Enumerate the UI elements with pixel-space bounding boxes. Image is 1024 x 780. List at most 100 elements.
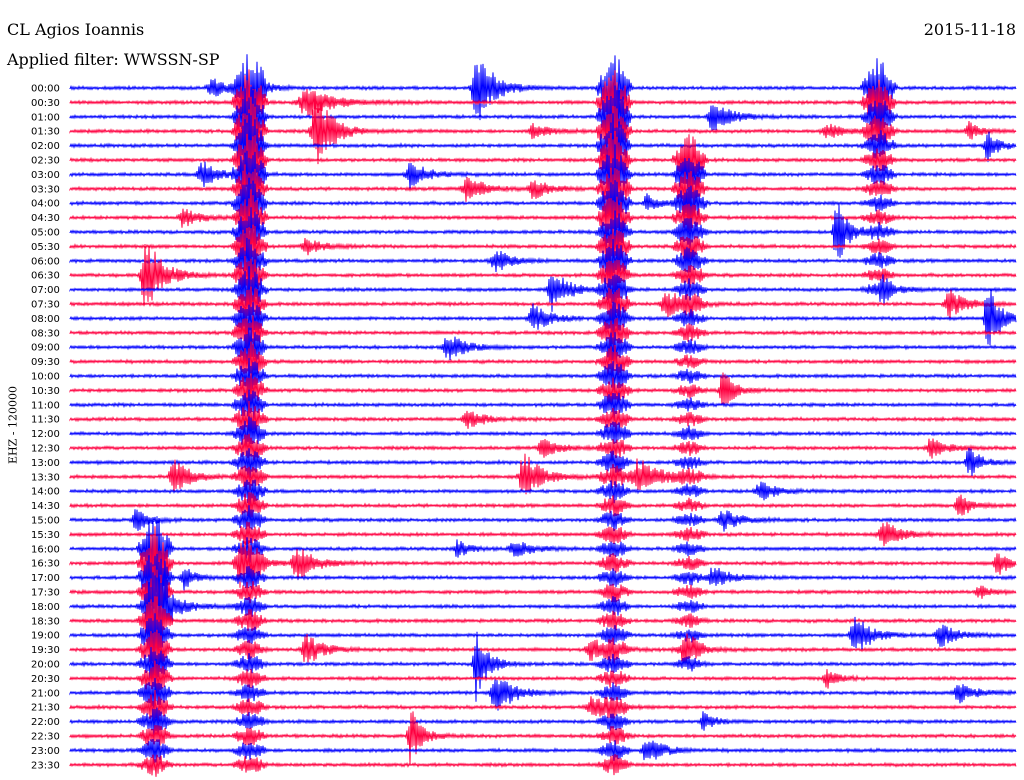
trace-row-0400 — [69, 177, 1017, 230]
trace-row-1300 — [69, 447, 1017, 479]
trace-row-0100 — [69, 85, 1017, 154]
row-label: 21:00 — [31, 688, 60, 699]
row-label: 20:30 — [31, 674, 60, 685]
station-title: CL Agios Ioannis — [7, 20, 145, 39]
trace-row-2330 — [69, 754, 1017, 777]
row-label: 04:30 — [31, 213, 60, 224]
row-label: 20:00 — [31, 660, 60, 671]
trace-row-0530 — [69, 224, 1017, 269]
trace-row-0700 — [69, 266, 1017, 312]
trace-row-0600 — [69, 237, 1017, 286]
row-label: 15:00 — [31, 516, 60, 527]
trace-row-1000 — [69, 358, 1017, 393]
row-label: 06:00 — [31, 256, 60, 267]
trace-row-2200 — [69, 707, 1017, 737]
trace-row-1730 — [69, 565, 1017, 623]
row-label: 01:00 — [31, 112, 60, 123]
row-label: 00:30 — [31, 98, 60, 109]
row-label: 13:00 — [31, 458, 60, 469]
row-label: 17:00 — [31, 573, 60, 584]
trace-row-1430 — [69, 492, 1017, 518]
row-label: 18:30 — [31, 616, 60, 627]
trace-row-0630 — [69, 243, 1017, 305]
trace-row-1700 — [69, 553, 1017, 609]
trace-row-2230 — [69, 711, 1017, 765]
row-label: 03:00 — [31, 170, 60, 181]
trace-row-1900 — [69, 613, 1017, 659]
trace-row-1030 — [69, 372, 1017, 410]
row-label: 15:30 — [31, 530, 60, 541]
filter-label: Applied filter: WWSSN-SP — [7, 50, 220, 69]
trace-row-2300 — [69, 738, 1017, 764]
trace-row-0830 — [69, 315, 1017, 353]
trace-row-0330 — [69, 164, 1017, 219]
row-label: 09:00 — [31, 343, 60, 354]
row-label: 07:30 — [31, 300, 60, 311]
row-label: 10:00 — [31, 372, 60, 383]
row-label: 12:30 — [31, 444, 60, 455]
trace-row-0930 — [69, 341, 1017, 381]
trace-row-1200 — [69, 416, 1017, 449]
row-label: 10:30 — [31, 386, 60, 397]
row-label: 11:30 — [31, 415, 60, 426]
row-label: 23:30 — [31, 760, 60, 771]
row-label: 03:30 — [31, 184, 60, 195]
trace-row-0000 — [69, 54, 1017, 121]
row-label: 21:30 — [31, 703, 60, 714]
row-label: 08:30 — [31, 328, 60, 339]
row-label: 09:30 — [31, 357, 60, 368]
row-label: 07:00 — [31, 285, 60, 296]
trace-row-1800 — [69, 563, 1017, 671]
row-label: 14:30 — [31, 501, 60, 512]
trace-row-0230 — [69, 130, 1017, 192]
row-label: 04:00 — [31, 199, 60, 210]
trace-row-0030 — [69, 69, 1017, 136]
trace-row-1830 — [69, 596, 1017, 643]
row-label: 14:00 — [31, 487, 60, 498]
row-label: 05:00 — [31, 228, 60, 239]
row-label: 18:00 — [31, 602, 60, 613]
trace-row-1230 — [69, 433, 1017, 461]
row-label: 19:00 — [31, 631, 60, 642]
row-label: 05:30 — [31, 242, 60, 253]
trace-row-1600 — [69, 516, 1017, 588]
row-label: 16:00 — [31, 544, 60, 555]
row-label: 11:00 — [31, 400, 60, 411]
trace-row-2100 — [69, 677, 1017, 711]
trace-row-2000 — [69, 631, 1017, 702]
traces — [69, 54, 1017, 777]
row-label: 12:00 — [31, 429, 60, 440]
row-label: 23:00 — [31, 746, 60, 757]
trace-row-0300 — [69, 144, 1017, 201]
row-label: 17:30 — [31, 588, 60, 599]
row-label: 01:30 — [31, 127, 60, 138]
row-label: 08:00 — [31, 314, 60, 325]
trace-row-1100 — [69, 389, 1017, 419]
row-label: 22:00 — [31, 717, 60, 728]
trace-row-1400 — [69, 479, 1017, 506]
row-label: 02:30 — [31, 156, 60, 167]
trace-row-2030 — [69, 660, 1017, 696]
trace-row-1630 — [69, 526, 1017, 595]
row-labels: 00:00 00:30 01:00 01:30 02:00 02:30 03:00 03:30… — [31, 84, 60, 772]
trace-row-2130 — [69, 689, 1017, 724]
trace-row-1130 — [69, 400, 1017, 434]
trace-row-1930 — [69, 629, 1017, 671]
trace-row-0430 — [69, 189, 1017, 243]
row-label: 06:30 — [31, 271, 60, 282]
trace-row-0200 — [69, 113, 1017, 176]
row-label: 13:30 — [31, 472, 60, 483]
row-label: 22:30 — [31, 732, 60, 743]
row-label: 16:30 — [31, 559, 60, 570]
trace-row-0130 — [69, 92, 1017, 165]
trace-row-0900 — [69, 327, 1017, 367]
trace-row-0730 — [69, 286, 1017, 325]
trace-row-0800 — [69, 288, 1017, 346]
trace-row-1500 — [69, 505, 1017, 532]
row-label: 00:00 — [31, 84, 60, 95]
trace-row-1330 — [69, 453, 1017, 495]
trace-row-0500 — [69, 204, 1017, 262]
trace-row-1530 — [69, 521, 1017, 547]
row-label: 19:30 — [31, 645, 60, 656]
